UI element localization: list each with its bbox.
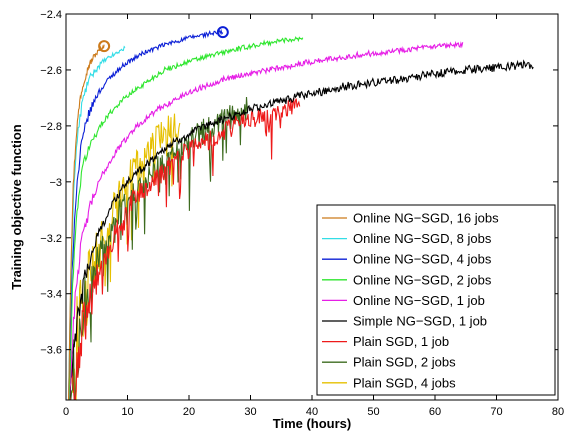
y-tick-label: −2.6 — [40, 65, 62, 77]
series-line — [68, 59, 534, 401]
x-tick-label: 60 — [429, 406, 441, 418]
endpoint-marker — [216, 26, 229, 39]
legend-box — [316, 204, 556, 396]
series-line — [67, 28, 224, 401]
x-tick-label: 70 — [490, 406, 502, 418]
x-tick-label: 40 — [306, 406, 318, 418]
series-line — [67, 45, 126, 401]
x-tick-label: 30 — [244, 406, 256, 418]
y-tick-label: −2.8 — [40, 121, 62, 133]
series-line — [68, 40, 464, 401]
x-tick-label: 80 — [552, 406, 564, 418]
marker-layer — [98, 26, 229, 53]
y-tick-label: −3.6 — [40, 345, 62, 357]
legend-label: Online NG−SGD, 1 job — [353, 293, 485, 308]
legend: Online NG−SGD, 16 jobs Online NG−SGD, 8 j… — [316, 204, 556, 396]
series-line — [68, 36, 304, 401]
x-tick-label: 50 — [367, 406, 379, 418]
legend-label: Online NG−SGD, 4 jobs — [353, 252, 492, 267]
tick-layer: 0 10 20 30 40 50 60 70 80 −3.6 −3.4 −3.2 −3 −2.8 −2.6 −… — [40, 9, 564, 418]
series-layer — [67, 28, 534, 401]
x-tick-label: 0 — [63, 406, 69, 418]
y-tick-label: −3.4 — [40, 289, 62, 301]
legend-label: Simple NG−SGD, 1 job — [353, 314, 487, 329]
legend-label: Online NG−SGD, 2 jobs — [353, 272, 492, 287]
y-tick-label: −2.4 — [40, 9, 62, 21]
series-line — [68, 96, 248, 401]
legend-label: Online NG−SGD, 8 jobs — [353, 231, 492, 246]
y-tick-label: −3.2 — [40, 233, 62, 245]
x-tick-label: 10 — [121, 406, 133, 418]
legend-label: Online NG−SGD, 16 jobs — [353, 211, 499, 226]
legend-label: Plain SGD, 1 job — [353, 334, 449, 349]
legend-label: Plain SGD, 2 jobs — [353, 355, 456, 370]
series-line — [67, 44, 105, 401]
x-tick-label: 20 — [183, 406, 195, 418]
legend-label: Plain SGD, 4 jobs — [353, 375, 456, 390]
y-axis-title: Training objective function — [9, 124, 24, 289]
endpoint-marker — [98, 40, 111, 53]
x-axis-title: Time (hours) — [273, 416, 352, 431]
series-line — [69, 97, 301, 401]
y-tick-label: −3 — [49, 177, 62, 189]
